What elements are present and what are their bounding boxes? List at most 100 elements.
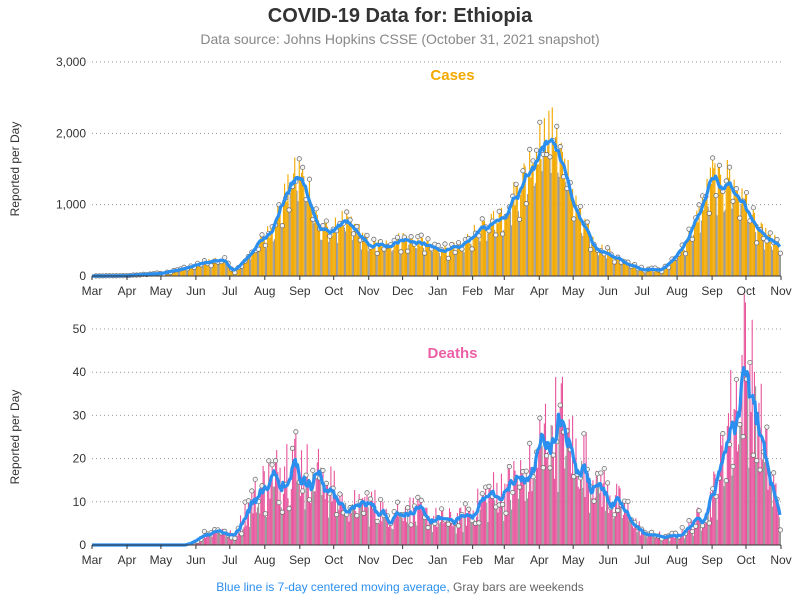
- weekend-bar: [360, 504, 362, 545]
- weekend-bar: [644, 270, 646, 276]
- weekend-bar: [541, 171, 543, 276]
- daily-bar: [718, 478, 721, 545]
- weekend-bar: [764, 461, 766, 545]
- data-point: [323, 218, 329, 224]
- weekend-bar: [604, 510, 606, 545]
- daily-bar: [354, 223, 356, 276]
- weekend-bar: [494, 229, 496, 276]
- daily-bar: [569, 449, 571, 545]
- daily-bar: [215, 532, 217, 545]
- weekend-bar: [446, 523, 448, 545]
- daily-bar: [690, 235, 692, 276]
- weekend-bar: [202, 265, 204, 276]
- daily-bar: [219, 259, 221, 276]
- daily-bar: [749, 362, 751, 545]
- daily-bar: [646, 269, 648, 276]
- weekend-bar: [376, 253, 378, 276]
- data-point: [279, 509, 285, 515]
- data-point: [232, 535, 238, 541]
- weekend-bar: [265, 517, 268, 545]
- daily-bar: [609, 495, 611, 545]
- daily-bar: [355, 223, 357, 276]
- daily-bar: [743, 294, 745, 545]
- data-point: [503, 510, 509, 516]
- weekend-bar: [352, 233, 355, 276]
- weekend-bar: [549, 156, 551, 276]
- weekend-bar: [478, 522, 480, 545]
- daily-bar: [524, 501, 526, 545]
- daily-bar: [373, 239, 375, 276]
- daily-bar: [630, 519, 632, 545]
- daily-bar: [611, 508, 613, 545]
- weekend-bar: [258, 249, 260, 276]
- daily-bar: [346, 211, 348, 276]
- daily-bar: [753, 371, 756, 545]
- daily-bar: [767, 234, 769, 276]
- daily-bar: [591, 498, 593, 545]
- daily-bar: [271, 226, 273, 276]
- weekend-bar: [653, 271, 655, 276]
- data-point: [689, 236, 695, 242]
- daily-bar: [544, 403, 547, 545]
- weekend-bar: [281, 225, 283, 276]
- daily-bar: [300, 172, 303, 276]
- daily-bar: [758, 228, 760, 276]
- weekend-bar: [525, 471, 527, 545]
- weekend-bar: [779, 529, 781, 545]
- data-point: [300, 488, 306, 494]
- daily-bar: [622, 514, 624, 545]
- daily-bar: [761, 224, 763, 276]
- daily-bar: [485, 487, 487, 545]
- x-tick-label: Jul: [634, 553, 649, 567]
- weekend-bar: [431, 251, 434, 276]
- daily-bar: [491, 221, 493, 276]
- daily-bar: [354, 490, 356, 545]
- daily-bar: [776, 239, 778, 276]
- data-point: [777, 250, 783, 256]
- daily-bar: [538, 448, 540, 545]
- daily-bar: [306, 189, 308, 276]
- daily-bar: [355, 511, 357, 545]
- daily-bar: [543, 118, 545, 276]
- x-tick-label: May: [562, 553, 585, 567]
- weekend-bar: [359, 240, 361, 276]
- daily-bar: [412, 497, 414, 545]
- weekend-bar: [755, 386, 757, 545]
- x-tick-label: Apr: [530, 553, 549, 567]
- daily-bar: [428, 516, 430, 545]
- daily-bar: [555, 136, 557, 276]
- daily-bar: [349, 219, 351, 276]
- weekend-bar: [273, 486, 275, 545]
- daily-bar: [583, 433, 585, 545]
- weekend-bar: [399, 250, 401, 276]
- data-point: [286, 506, 292, 512]
- weekend-bar: [732, 466, 734, 545]
- daily-bar: [522, 170, 524, 276]
- data-point: [550, 452, 556, 458]
- y-tick-label: 30: [73, 408, 87, 422]
- weekend-bar: [494, 500, 496, 545]
- daily-bar: [697, 222, 699, 276]
- daily-bar: [726, 159, 728, 276]
- daily-bar: [775, 483, 777, 545]
- daily-bar: [583, 223, 585, 276]
- daily-bar: [651, 532, 653, 545]
- daily-bar: [729, 444, 731, 545]
- weekend-bar: [668, 536, 670, 545]
- daily-bar: [559, 405, 561, 545]
- weekend-bar: [779, 253, 781, 276]
- weekend-bar: [375, 521, 377, 545]
- daily-bar: [435, 246, 437, 276]
- weekend-bar: [770, 486, 772, 545]
- daily-bar: [555, 377, 557, 545]
- daily-bar: [285, 197, 287, 276]
- daily-bar: [361, 232, 364, 276]
- daily-bar: [744, 302, 746, 545]
- weekend-bar: [272, 241, 274, 276]
- daily-bar: [721, 445, 723, 545]
- data-point: [425, 524, 431, 531]
- weekend-bar: [447, 524, 449, 545]
- weekend-bar: [376, 521, 378, 545]
- daily-bar: [655, 270, 657, 276]
- daily-bar: [529, 149, 531, 276]
